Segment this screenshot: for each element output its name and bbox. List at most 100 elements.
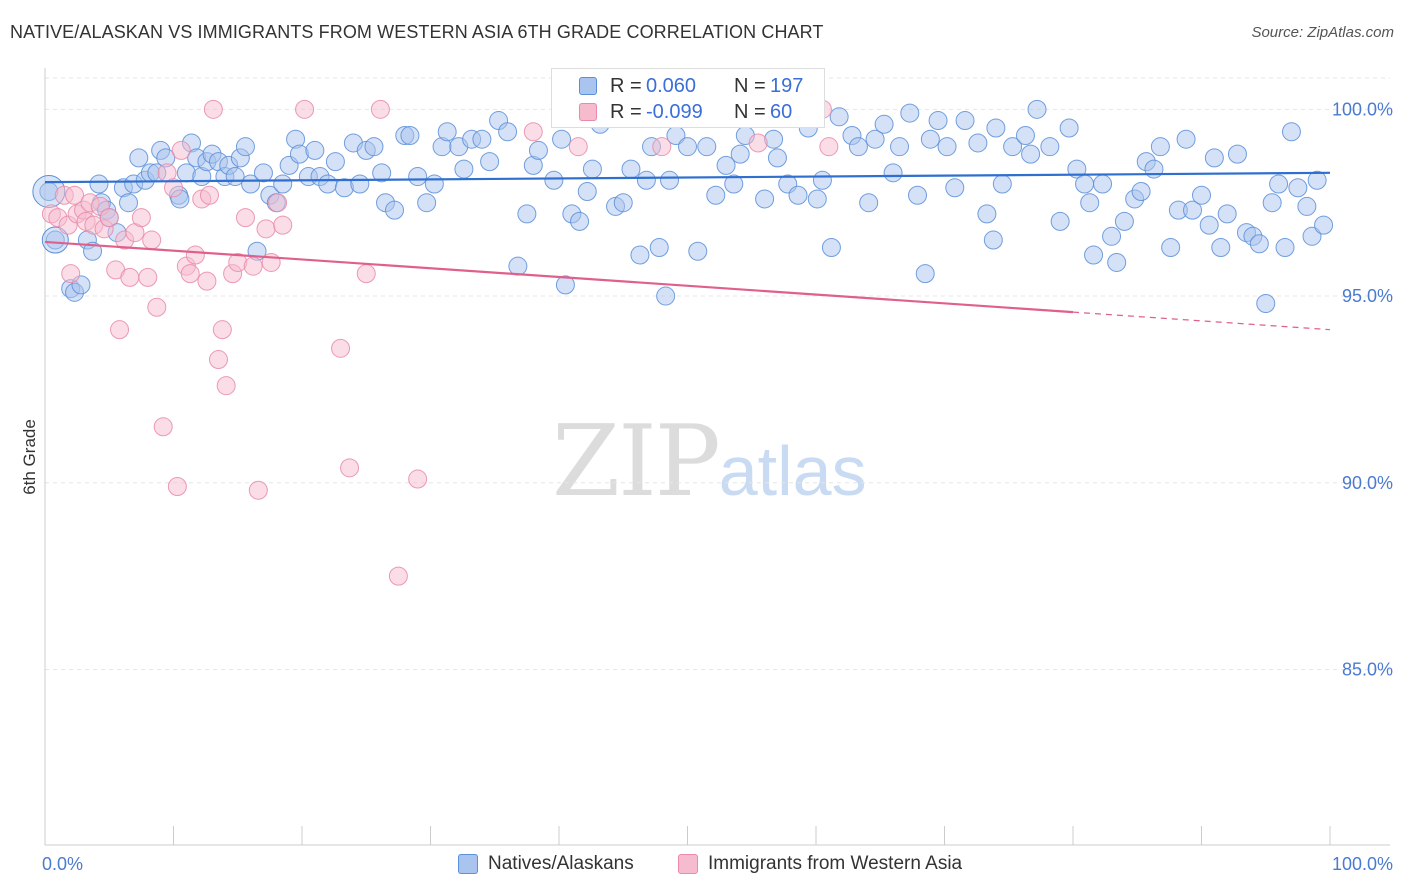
natives-point (890, 137, 910, 157)
immigrants-legend-swatch (678, 854, 698, 874)
immigrants-point (203, 99, 223, 119)
immigrants-point (167, 477, 187, 497)
natives-point (1176, 129, 1196, 149)
natives-point (528, 140, 548, 160)
r-label: R = (610, 75, 642, 97)
natives-point (688, 241, 708, 261)
natives-point (915, 264, 935, 284)
natives-point (755, 189, 775, 209)
natives-point (1302, 226, 1322, 246)
immigrants-trend-extension (1072, 311, 1331, 331)
natives-point (83, 241, 103, 261)
stats-legend: R = 0.060 N = 197 R = -0.099 N = 60 (551, 68, 825, 128)
natives-point (636, 170, 656, 190)
natives-point (1144, 159, 1164, 179)
immigrants-point (216, 376, 236, 396)
natives-point (859, 193, 879, 213)
x-tick-label: 0.0% (42, 854, 83, 874)
natives-point (552, 129, 572, 149)
natives-point (955, 111, 975, 131)
immigrants-point (331, 338, 351, 358)
natives-point (508, 256, 528, 276)
natives-point (660, 170, 680, 190)
natives-point (273, 174, 293, 194)
r-label: R = (610, 101, 642, 123)
immigrants-point (147, 297, 167, 317)
n-value: 60 (770, 101, 793, 123)
immigrants-point (523, 122, 543, 142)
natives-point (305, 140, 325, 160)
natives-point (400, 125, 420, 145)
natives-point (517, 204, 537, 224)
immigrants-point (652, 137, 672, 157)
natives-point (1161, 238, 1181, 258)
natives-point (1040, 137, 1060, 157)
natives-point (1027, 99, 1047, 119)
natives-point (555, 275, 575, 295)
y-tick-label: 100.0% (1332, 99, 1393, 119)
natives-point (697, 137, 717, 157)
natives-point (1003, 137, 1023, 157)
immigrants-point (185, 245, 205, 265)
chart-title: NATIVE/ALASKAN VS IMMIGRANTS FROM WESTER… (10, 22, 824, 42)
natives-point (968, 133, 988, 153)
natives-point (992, 174, 1012, 194)
immigrants-point (208, 350, 228, 370)
natives-point (678, 137, 697, 157)
natives-point (454, 159, 474, 179)
natives-trend-line (44, 171, 1331, 184)
immigrants-point (99, 208, 119, 228)
natives-point (498, 122, 518, 142)
immigrants-point (235, 208, 255, 228)
natives-point (385, 200, 405, 220)
immigrants-point (408, 469, 428, 489)
immigrants-point (142, 230, 162, 250)
y-tick-label: 95.0% (1342, 286, 1393, 306)
natives-point (1281, 122, 1301, 142)
natives-point (1080, 193, 1100, 213)
natives-point (1204, 148, 1224, 168)
immigrants-point (819, 137, 839, 157)
immigrants-swatch (579, 103, 597, 121)
natives-point (1059, 118, 1079, 138)
immigrants-point (748, 133, 768, 153)
natives-point (613, 193, 633, 213)
natives-point (649, 238, 669, 258)
natives-point (1114, 211, 1134, 231)
natives-point (1084, 245, 1104, 265)
y-tick-label: 85.0% (1342, 659, 1393, 679)
x-tick-label: 100.0% (1332, 854, 1393, 874)
natives-point (812, 170, 832, 190)
r-value: 0.060 (646, 75, 697, 97)
natives-point (1093, 174, 1113, 194)
n-label: N = (734, 101, 766, 123)
natives-point (986, 118, 1006, 138)
natives-point (350, 174, 370, 194)
immigrants-point (273, 215, 293, 235)
natives-point (1131, 181, 1151, 201)
natives-point (821, 238, 841, 258)
natives-point (41, 226, 69, 254)
natives-point (480, 152, 500, 172)
immigrants-point (568, 137, 588, 157)
immigrants-point (153, 417, 173, 437)
natives-point (928, 111, 948, 131)
natives-point (788, 185, 808, 205)
natives-legend-swatch (458, 854, 478, 874)
r-value: -0.099 (646, 101, 703, 123)
natives-point (1288, 178, 1308, 198)
source-credit: Source: ZipAtlas.com (1251, 24, 1394, 41)
natives-point (900, 103, 920, 123)
watermark-zip: ZIP (552, 405, 721, 519)
series-immigrants-points (41, 99, 839, 586)
natives-point (1297, 196, 1317, 216)
natives-point (630, 245, 650, 265)
immigrants-point (171, 140, 191, 160)
natives-point (119, 193, 139, 213)
natives-point (570, 211, 590, 231)
natives-point (920, 129, 940, 149)
natives-point (1262, 193, 1282, 213)
natives-point (325, 152, 345, 172)
natives-point (1183, 200, 1203, 220)
